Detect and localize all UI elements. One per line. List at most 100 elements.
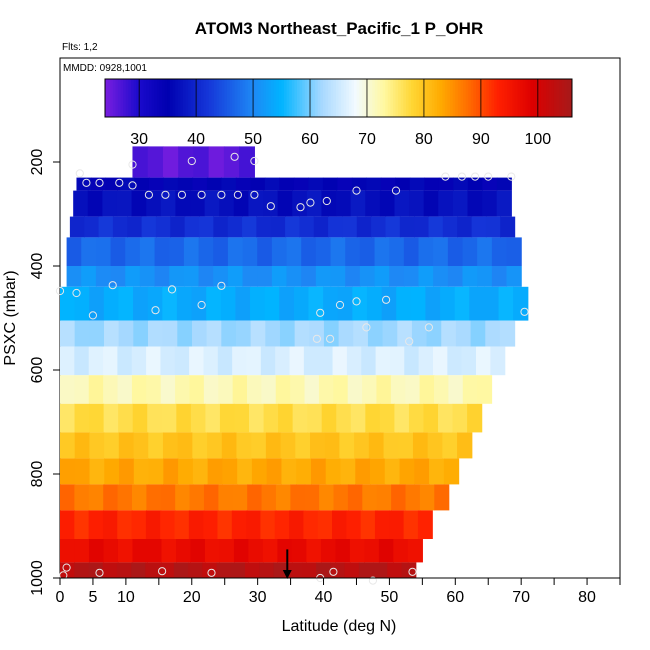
heatmap-cell — [500, 216, 516, 238]
heatmap-cell — [271, 237, 288, 266]
heatmap-cell — [485, 320, 501, 347]
heatmap-cell — [89, 403, 105, 433]
colorbar-segment — [224, 79, 228, 117]
colorbar-segment — [258, 79, 262, 117]
heatmap-cell — [513, 286, 529, 321]
heatmap-cell — [206, 320, 222, 347]
heatmap-band — [60, 562, 417, 578]
colorbar-segment — [548, 79, 552, 117]
heatmap-cell — [81, 237, 97, 266]
heatmap-cell — [308, 286, 324, 321]
heatmap-cell — [154, 266, 170, 287]
heatmap-band — [60, 403, 483, 433]
colorbar-segment — [211, 79, 215, 117]
x-tick-label: 70 — [512, 589, 530, 606]
heatmap-cell — [116, 190, 133, 217]
x-tick-label: 10 — [117, 589, 135, 606]
heatmap-cell — [350, 403, 366, 433]
colorbar-segment — [413, 79, 417, 117]
heatmap-cell — [177, 320, 193, 347]
heatmap-cell — [273, 562, 289, 578]
heatmap-cell — [104, 458, 120, 485]
heatmap-cell — [270, 216, 286, 238]
data-point — [266, 202, 275, 211]
heatmap-cell — [183, 266, 200, 287]
x-tick-label: 60 — [446, 589, 464, 606]
colorbar-segment — [110, 79, 114, 117]
heatmap-cell — [355, 458, 371, 485]
colorbar-segment — [112, 79, 116, 117]
heatmap-cell — [231, 510, 247, 539]
colorbar-segment — [374, 79, 378, 117]
colorbar-segment — [123, 79, 127, 117]
colorbar-segment — [501, 79, 506, 117]
heatmap-cell — [477, 237, 493, 266]
data-point — [233, 190, 242, 199]
colorbar-segment — [348, 79, 352, 117]
heatmap-cell — [499, 320, 516, 347]
heatmap-cell — [205, 403, 221, 433]
heatmap-cell — [428, 216, 444, 238]
data-points — [55, 152, 529, 585]
heatmap-cell — [84, 216, 100, 238]
heatmap-cell — [367, 320, 384, 347]
colorbar-segment — [255, 79, 259, 117]
colorbar-segment — [245, 79, 249, 117]
heatmap-cell — [364, 539, 380, 563]
heatmap-cell — [235, 286, 251, 321]
data-point — [457, 172, 466, 181]
heatmap-cell — [233, 190, 250, 217]
heatmap-cell — [147, 403, 163, 433]
colorbar-segment — [382, 79, 386, 117]
heatmap-cell — [198, 237, 214, 266]
heatmap-cell — [119, 458, 135, 485]
heatmap-cell — [204, 539, 221, 563]
heatmap-cell — [174, 510, 190, 539]
heatmap-cell — [117, 539, 134, 563]
heatmap-cell — [76, 177, 92, 191]
heatmap-cell — [279, 177, 295, 191]
heatmap-cell — [354, 432, 370, 459]
colorbar-segment — [247, 79, 251, 117]
heatmap-cell — [247, 375, 262, 404]
heatmap-cell — [146, 484, 162, 511]
heatmap-cell — [279, 286, 295, 321]
data-point — [424, 323, 433, 332]
colorbar-segment — [154, 79, 158, 117]
heatmap-cell — [410, 286, 427, 321]
heatmap-cell — [177, 432, 193, 459]
heatmap-cell — [139, 266, 156, 287]
colorbar-segment — [325, 79, 329, 117]
heatmap-cell — [289, 346, 305, 376]
heatmap-cell — [345, 237, 361, 266]
heatmap-cell — [60, 320, 76, 347]
data-point — [88, 311, 98, 320]
heatmap-cell — [192, 177, 208, 191]
heatmap-cell — [385, 216, 401, 238]
heatmap-cell — [467, 403, 483, 433]
heatmap-cell — [408, 403, 425, 433]
colorbar-segment — [346, 79, 350, 117]
heatmap-cell — [477, 266, 493, 287]
heatmap-cell — [131, 484, 147, 511]
heatmap-cell — [216, 562, 232, 578]
heatmap-band — [60, 539, 423, 563]
heatmap-cell — [303, 346, 319, 376]
heatmap-cell — [275, 484, 291, 511]
heatmap-cell — [317, 510, 333, 539]
colorbar-segment — [133, 79, 137, 117]
heatmap-cell — [397, 320, 413, 347]
heatmap-band — [66, 266, 522, 287]
colorbar-segment — [494, 79, 498, 117]
colorbar-segment — [522, 79, 526, 117]
heatmap-cell — [304, 484, 320, 511]
heatmap-cell — [506, 237, 522, 266]
heatmap-cell — [232, 375, 248, 404]
heatmap-cell — [342, 216, 358, 238]
heatmap-cell — [365, 190, 381, 217]
heatmap-cell — [159, 562, 175, 578]
colorbar-segment — [341, 79, 345, 117]
heatmap-cell — [161, 539, 177, 563]
data-point — [115, 178, 124, 187]
data-point — [95, 568, 104, 577]
